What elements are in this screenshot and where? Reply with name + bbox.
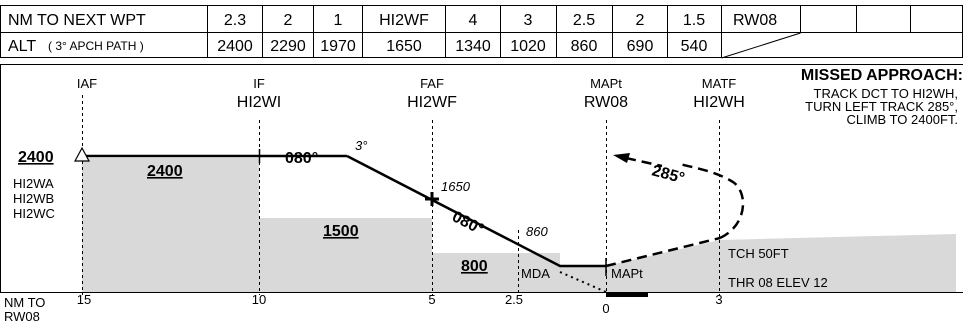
fix-label-faf: FAF <box>420 76 444 91</box>
fix-label-matf: MATF <box>702 76 736 91</box>
table-row1-cell: RW08 <box>733 12 777 29</box>
axis-tick-label: 3 <box>715 292 722 307</box>
fix-label-if: IF <box>253 76 265 91</box>
fix-name-if: HI2WI <box>237 94 281 111</box>
tch-label: TCH 50FT <box>728 246 789 261</box>
missed-approach-line: TURN LEFT TRACK 285°, <box>805 99 958 114</box>
fix-label-iaf: IAF <box>77 76 97 91</box>
profile-frame <box>0 64 963 292</box>
table-row2-cell: 1650 <box>386 38 422 55</box>
table-row1-cell: HI2WF <box>379 12 429 29</box>
fix-name-matf: HI2WH <box>693 94 745 111</box>
missed-approach-line: TRACK DCT TO HI2WH, <box>814 86 958 101</box>
table-row2-cell: 1340 <box>455 38 491 55</box>
table-row2-cell: 2290 <box>270 38 306 55</box>
obstacle-clearance-areas <box>0 158 963 293</box>
fix-name-faf: HI2WF <box>407 94 457 111</box>
axis-tick-label: 5 <box>428 292 435 307</box>
profile-labels: 2400 HI2WA HI2WB HI2WC 2400 1500 800 080… <box>13 138 828 292</box>
table-row1-cell: 4 <box>469 12 478 29</box>
table-row1-cell: 3 <box>524 12 533 29</box>
faf-altitude: 1650 <box>441 179 471 194</box>
step-down-altitude: 860 <box>526 224 548 239</box>
table-row1-cell: 2 <box>284 12 293 29</box>
table-row2-cell: 2400 <box>217 38 253 55</box>
axis-tick-label: 0 <box>602 301 609 316</box>
axis-tick-label: 2.5 <box>505 292 523 307</box>
table-row2-cell: 540 <box>681 38 708 55</box>
table-row1-label: NM TO NEXT WPT <box>8 12 146 29</box>
missed-approach-line: CLIMB TO 2400FT. <box>846 112 958 127</box>
distance-altitude-table: NM TO NEXT WPT 2.3 2 1 HI2WF 4 3 2.5 2 1… <box>0 5 963 59</box>
iaf-fix-name: HI2WC <box>13 206 55 221</box>
missed-approach-title: MISSED APPROACH: <box>801 67 963 84</box>
table-row2-cell: 1970 <box>320 38 356 55</box>
faf-cross-icon <box>425 192 439 206</box>
table-row1-cell: 2.3 <box>224 12 246 29</box>
runway-bar <box>606 292 648 297</box>
missed-approach-path <box>605 156 745 268</box>
iaf-fix-name: HI2WB <box>13 191 54 206</box>
table-row2-cell: 690 <box>627 38 654 55</box>
distance-axis: NM TO RW08 15 10 5 2.5 0 3 <box>4 292 723 324</box>
glide-path-angle: 3° <box>355 138 367 153</box>
table-row2-cell: 860 <box>571 38 598 55</box>
axis-tick-label: 10 <box>252 292 266 307</box>
iaf-triangle-icon <box>73 146 91 162</box>
table-row1-cell: 2 <box>636 12 645 29</box>
fix-labels: IAF IF HI2WI FAF HI2WF MAPt RW08 MATF HI… <box>77 76 745 111</box>
final-track: 080° <box>449 208 486 238</box>
threshold-elevation: THR 08 ELEV 12 <box>728 275 828 290</box>
fix-name-mapt: RW08 <box>584 94 628 111</box>
table-row2-label: ALT <box>8 38 36 55</box>
axis-label: RW08 <box>4 309 40 324</box>
inbound-track: 080° <box>285 150 318 167</box>
missed-approach-track: 285° <box>650 162 686 187</box>
approach-path <box>73 146 648 297</box>
initial-altitude: 2400 <box>18 149 54 166</box>
fix-label-mapt: MAPt <box>590 76 622 91</box>
missed-approach-arrow-icon <box>613 153 630 163</box>
table-row2-cell: 1020 <box>510 38 546 55</box>
mda-label: MDA <box>521 266 550 281</box>
iaf-fix-name: HI2WA <box>13 176 54 191</box>
segment-altitude: 800 <box>461 258 488 275</box>
mapt-label: MAPt <box>611 266 643 281</box>
segment-altitude: 1500 <box>323 223 359 240</box>
axis-label: NM TO <box>4 295 45 310</box>
table-row1-cell: 1 <box>334 12 343 29</box>
segment-altitude: 2400 <box>147 163 183 180</box>
axis-tick-label: 15 <box>77 292 91 307</box>
table-row1-cell: 2.5 <box>573 12 595 29</box>
table-row2-label-note: ( 3° APCH PATH ) <box>48 39 144 53</box>
table-row1-cell: 1.5 <box>683 12 705 29</box>
missed-approach-text: MISSED APPROACH: TRACK DCT TO HI2WH, TUR… <box>801 67 963 127</box>
